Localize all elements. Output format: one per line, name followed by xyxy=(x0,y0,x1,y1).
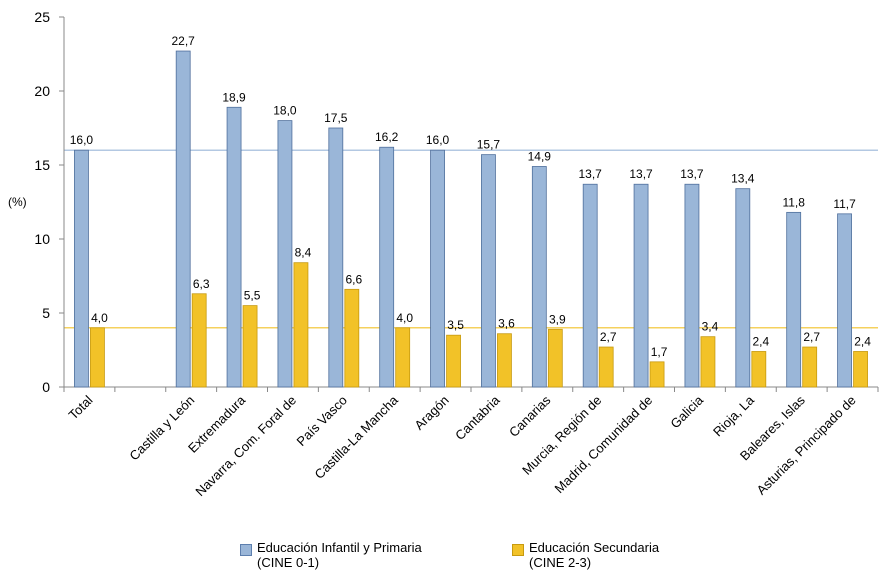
legend-label-infantil-line2: (CINE 0-1) xyxy=(257,555,320,570)
category-label: Rioja, La xyxy=(710,392,757,439)
bar-secundaria xyxy=(802,346,818,388)
bar-secundaria xyxy=(853,351,868,388)
data-label: 18,0 xyxy=(273,104,297,118)
bar-infantil xyxy=(277,120,293,388)
data-label: 6,6 xyxy=(345,272,362,286)
data-label: 13,7 xyxy=(629,167,653,181)
bar-secundaria xyxy=(242,305,258,388)
y-tick-label: 25 xyxy=(34,9,50,25)
bar-secundaria xyxy=(293,262,309,388)
bar-infantil xyxy=(531,166,547,388)
legend-swatch-secundaria xyxy=(512,544,524,556)
legend-text-secundaria: Educación Secundaria (CINE 2-3) xyxy=(529,540,659,570)
category-labels: Total Castilla y LeónExtremaduraNavarra, … xyxy=(66,392,859,499)
legend-label-secundaria-line2: (CINE 2-3) xyxy=(529,555,592,570)
bar-infantil xyxy=(633,183,649,388)
data-label: 1,7 xyxy=(651,345,668,359)
y-tick-label: 0 xyxy=(42,379,50,395)
bar-infantil xyxy=(430,149,445,388)
legend-swatch-infantil xyxy=(240,544,252,556)
bar-secundaria xyxy=(751,351,767,388)
category-label: Cantabria xyxy=(452,392,503,443)
bar-infantil xyxy=(328,127,344,388)
bar-infantil xyxy=(735,188,751,388)
data-label: 2,4 xyxy=(752,334,769,348)
data-label: 4,0 xyxy=(91,311,108,325)
y-axis-label: (%) xyxy=(8,195,27,209)
legend-label-infantil-line1: Educación Infantil y Primaria xyxy=(257,540,422,555)
legend-text-infantil: Educación Infantil y Primaria (CINE 0-1) xyxy=(257,540,422,570)
legend-label-secundaria-line1: Educación Secundaria xyxy=(529,540,660,555)
data-label: 13,7 xyxy=(579,167,603,181)
category-label: Total xyxy=(66,392,96,422)
data-label: 16,0 xyxy=(70,133,94,147)
bar-secundaria xyxy=(344,288,360,388)
bar-infantil xyxy=(837,213,852,388)
bar-infantil xyxy=(684,183,700,388)
y-tick-label: 5 xyxy=(42,305,50,321)
bar-infantil xyxy=(481,154,496,388)
bar-secundaria xyxy=(191,293,207,388)
bar-secundaria xyxy=(547,328,563,388)
bar-infantil xyxy=(175,50,191,388)
y-tick-label: 10 xyxy=(34,231,50,247)
category-label: Navarra, Com. Foral de xyxy=(192,393,299,500)
bar-infantil xyxy=(582,183,598,388)
data-label: 17,5 xyxy=(324,111,348,125)
category-label: Canarias xyxy=(506,392,554,440)
bar-secundaria xyxy=(700,336,716,388)
bars xyxy=(74,50,868,388)
bar-secundaria xyxy=(497,333,512,388)
data-label: 2,7 xyxy=(803,330,820,344)
bar-secundaria xyxy=(598,346,614,388)
data-label: 13,7 xyxy=(680,167,704,181)
data-label: 16,0 xyxy=(426,133,450,147)
data-label: 18,9 xyxy=(222,90,246,104)
bar-secundaria xyxy=(90,327,105,388)
legend: Educación Infantil y Primaria (CINE 0-1)… xyxy=(240,540,752,570)
bar-secundaria xyxy=(649,361,665,388)
data-label: 22,7 xyxy=(172,34,196,48)
category-label: Madrid, Comunidad de xyxy=(552,393,656,497)
data-label: 2,7 xyxy=(600,330,617,344)
data-label: 4,0 xyxy=(396,311,413,325)
data-label: 6,3 xyxy=(193,277,210,291)
data-label: 2,4 xyxy=(854,334,871,348)
data-label: 3,9 xyxy=(549,312,566,326)
data-labels: 16,0 4,0 22,7 6,3 18,9 5,5 18,0 8,4 17,5 6,6 16,2 4… xyxy=(70,34,871,359)
data-label: 3,5 xyxy=(447,318,464,332)
bar-secundaria xyxy=(395,327,411,388)
legend-item-secundaria: Educación Secundaria (CINE 2-3) xyxy=(512,540,752,570)
data-label: 16,2 xyxy=(375,130,399,144)
legend-item-infantil: Educación Infantil y Primaria (CINE 0-1) xyxy=(240,540,480,570)
category-label: Castilla y León xyxy=(126,393,197,464)
data-label: 13,4 xyxy=(731,172,755,186)
data-label: 5,5 xyxy=(244,289,261,303)
bar-infantil xyxy=(226,106,242,388)
data-label: 11,7 xyxy=(833,197,856,211)
category-label: Aragón xyxy=(411,393,451,433)
bar-infantil xyxy=(74,149,89,388)
y-tick-label: 20 xyxy=(34,83,50,99)
bar-infantil xyxy=(379,146,395,388)
data-label: 8,4 xyxy=(295,246,312,260)
data-label: 14,9 xyxy=(528,149,552,163)
data-label: 3,6 xyxy=(498,317,515,331)
category-label: Castilla-La Mancha xyxy=(312,392,402,482)
data-label: 11,8 xyxy=(782,195,805,209)
y-tick-label: 15 xyxy=(34,157,50,173)
category-label: Galicia xyxy=(667,392,706,431)
bar-secundaria xyxy=(446,334,461,388)
category-label: Asturias, Principado de xyxy=(754,393,859,498)
bar-infantil xyxy=(786,211,802,388)
data-label: 3,4 xyxy=(702,320,719,334)
data-label: 15,7 xyxy=(477,138,501,152)
